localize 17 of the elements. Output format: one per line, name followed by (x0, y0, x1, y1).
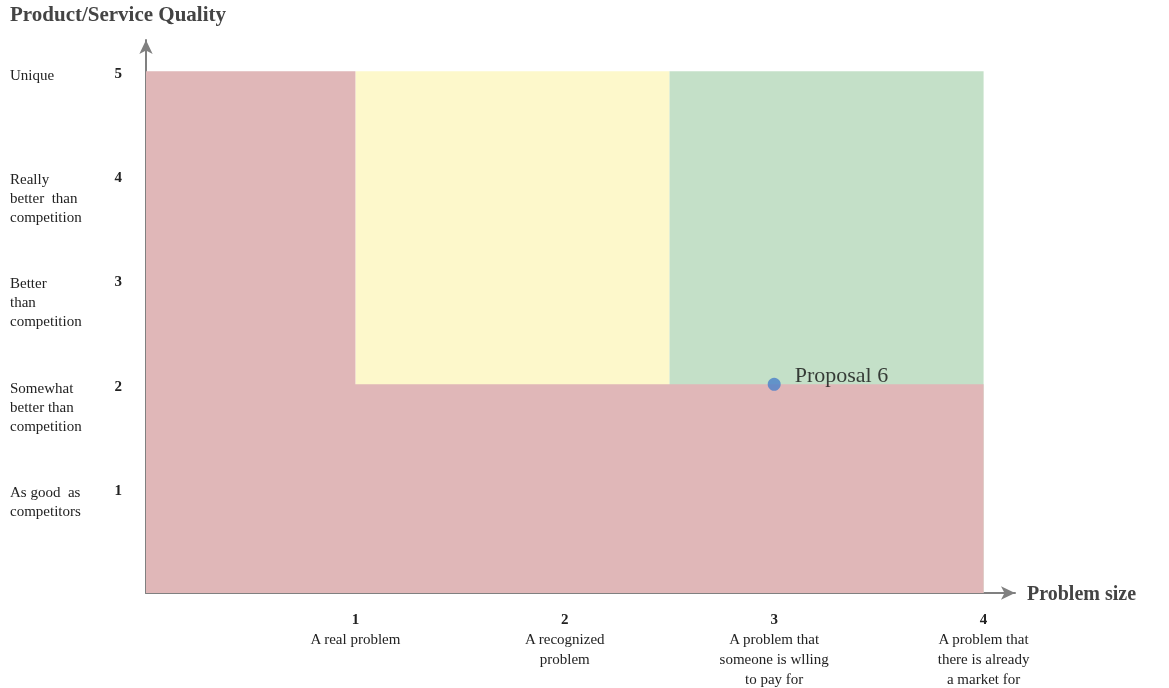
x-axis-title: Problem size (1027, 582, 1137, 604)
text: Better than competition (10, 275, 83, 330)
y-tick-label: 5 (114, 64, 122, 81)
x-tick-label: 3 A problem that someone is wlling to pay for (719, 611, 830, 687)
x-tick-label: 4 A problem that there is already a market for (937, 611, 1030, 687)
series-label: Proposal 6 (794, 361, 889, 387)
x-tick-label: 1 A real problem (310, 611, 401, 647)
x-tick-label: 2 A recognized problem (525, 611, 606, 667)
text: Unique (10, 66, 55, 83)
text: Really better than competition (10, 171, 83, 226)
y-tick-label: 1 (114, 482, 122, 499)
y-axis-title: Product/Service Quality (10, 1, 227, 26)
y-tick-label: 4 (114, 169, 123, 186)
y-tick-label: 2 (114, 377, 122, 394)
text: As good as competitors (10, 484, 81, 520)
text: Somewhat better than competition (10, 379, 83, 434)
y-tick-label: 3 (114, 273, 122, 290)
